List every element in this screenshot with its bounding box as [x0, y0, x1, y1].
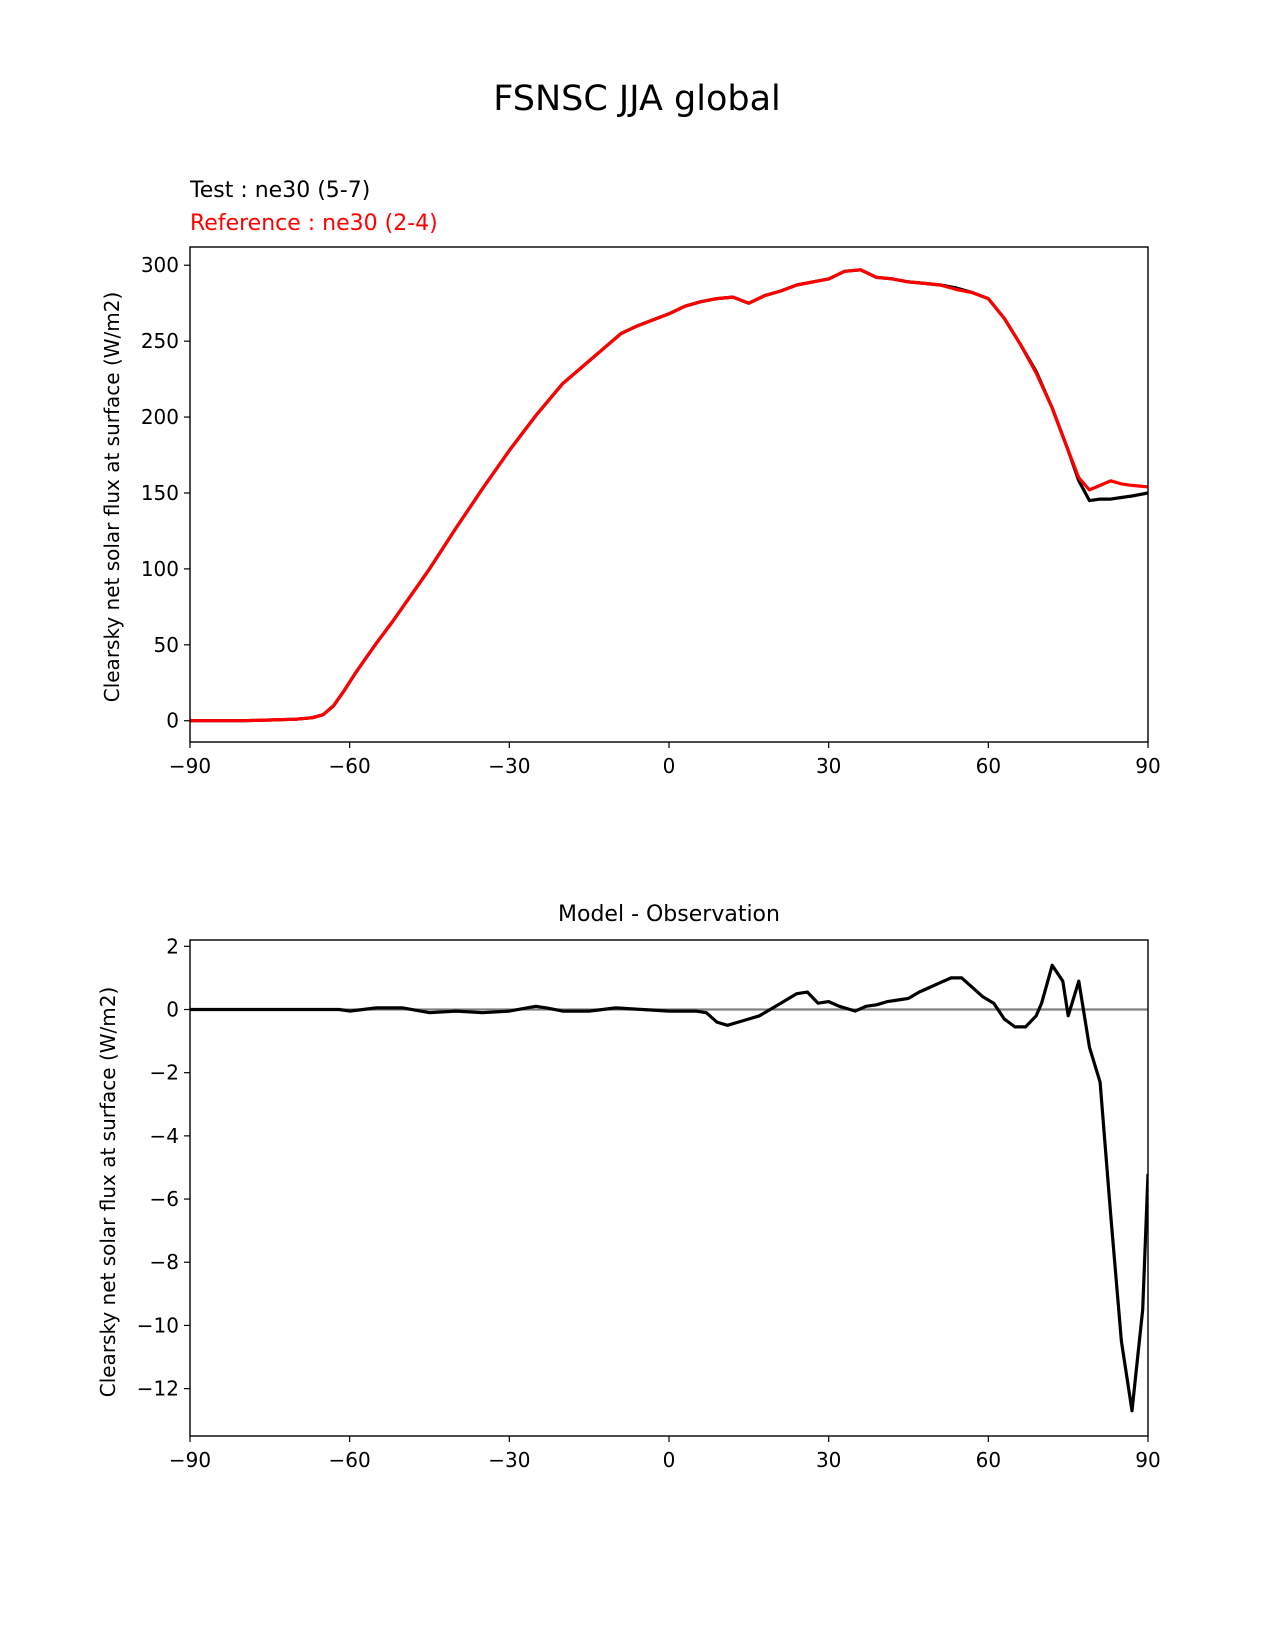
- y-tick-label: 0: [166, 709, 179, 733]
- x-tick-label: 60: [976, 754, 1001, 778]
- bottom-plot-area: −90 −60 −30 0 30 60 90 2 0 −2 −4 −6 −8 −10 −12: [137, 934, 1161, 1472]
- x-tick-label: −90: [169, 754, 211, 778]
- top-panel-reference-label: Reference : ne30 (2-4): [190, 211, 438, 236]
- y-tick-label: −8: [150, 1250, 179, 1274]
- y-tick-label: 250: [141, 329, 179, 353]
- bottom-panel-title: Model - Observation: [558, 902, 780, 927]
- y-tick-label: 2: [166, 934, 179, 958]
- y-tick-label: 300: [141, 253, 179, 277]
- x-tick-label: −60: [329, 754, 371, 778]
- x-tick-label: −30: [488, 1448, 530, 1472]
- bottom-panel: Model - Observation −90 −60 −30 0 30 60 90 2 0 −2…: [96, 902, 1161, 1472]
- plot-frame: [189, 939, 1149, 1437]
- bottom-y-axis-label: Clearsky net solar flux at surface (W/m2…: [96, 987, 120, 1398]
- plot-lines: [190, 963, 1148, 1413]
- x-tick-label: −30: [488, 754, 530, 778]
- top-y-axis-label: Clearsky net solar flux at surface (W/m2…: [100, 292, 124, 703]
- x-tick-label: 0: [663, 754, 676, 778]
- series-line-1: [190, 268, 1148, 723]
- x-tick-label: 30: [816, 754, 841, 778]
- plot-lines: [190, 268, 1148, 723]
- y-tick-label: 100: [141, 557, 179, 581]
- y-tick-label: −6: [150, 1187, 179, 1211]
- series-line-0: [190, 268, 1148, 723]
- y-tick-label: −10: [137, 1313, 179, 1337]
- x-tick-label: 0: [663, 1448, 676, 1472]
- x-tick-label: −90: [169, 1448, 211, 1472]
- x-tick-label: 60: [976, 1448, 1001, 1472]
- top-panel-test-label: Test : ne30 (5-7): [189, 178, 370, 203]
- y-tick-label: −12: [137, 1377, 179, 1401]
- series-line-0: [190, 963, 1148, 1413]
- figure-title: FSNSC JJA global: [493, 79, 781, 119]
- y-tick-label: 50: [154, 633, 179, 657]
- y-tick-label: −4: [150, 1124, 179, 1148]
- top-plot-area: −90 −60 −30 0 30 60 90 0 50 100 150 200 250 300: [141, 246, 1161, 778]
- x-tick-label: 30: [816, 1448, 841, 1472]
- x-tick-label: −60: [329, 1448, 371, 1472]
- top-panel: Test : ne30 (5-7) Reference : ne30 (2-4)…: [100, 178, 1161, 778]
- y-tick-label: 0: [166, 998, 179, 1022]
- y-tick-label: −2: [150, 1061, 179, 1085]
- y-tick-label: 200: [141, 405, 179, 429]
- x-tick-label: 90: [1135, 754, 1160, 778]
- x-tick-label: 90: [1135, 1448, 1160, 1472]
- y-tick-label: 150: [141, 481, 179, 505]
